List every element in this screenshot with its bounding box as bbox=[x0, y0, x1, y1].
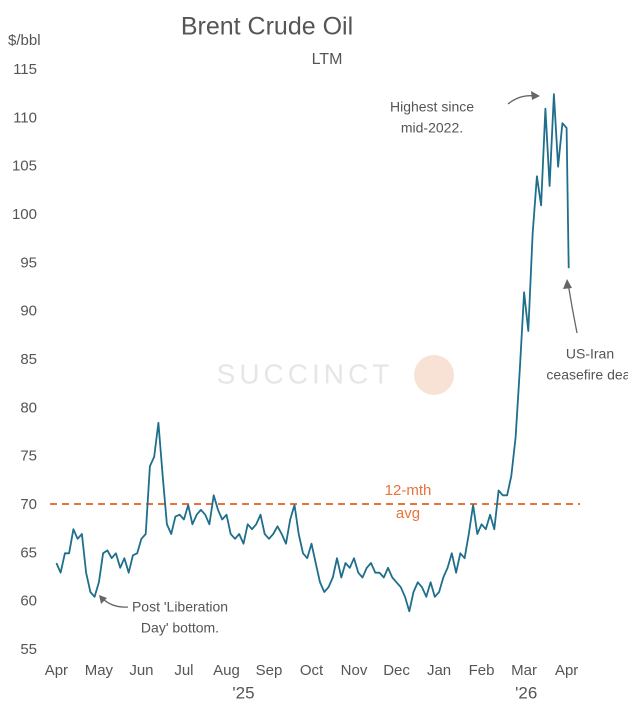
average-label: avg bbox=[396, 505, 420, 522]
y-tick-label: 65 bbox=[20, 544, 37, 561]
y-tick-label: 60 bbox=[20, 593, 37, 610]
annotation: Highest since bbox=[390, 99, 474, 115]
chart-title: Brent Crude Oil bbox=[181, 13, 353, 41]
x-tick-label: May bbox=[85, 662, 114, 679]
average-label: 12-mth bbox=[385, 482, 432, 499]
x-tick-label: Sep bbox=[256, 662, 283, 679]
annotation: ceasefire deal bbox=[546, 367, 628, 383]
x-tick-label: Nov bbox=[341, 662, 368, 679]
y-tick-label: 115 bbox=[13, 61, 37, 78]
x-tick-label: Oct bbox=[300, 662, 324, 679]
arrow bbox=[567, 282, 578, 334]
y-tick-label: 100 bbox=[12, 206, 37, 223]
annotation: US-Iran bbox=[566, 346, 614, 362]
x-tick-label: Jul bbox=[174, 662, 193, 679]
y-tick-label: 75 bbox=[20, 448, 37, 465]
y-tick-label: 80 bbox=[20, 399, 37, 416]
y-tick-label: 95 bbox=[20, 254, 37, 271]
annotation-arrows bbox=[101, 95, 578, 608]
y-tick-label: 110 bbox=[13, 109, 37, 126]
x-tick-label: Jun bbox=[129, 662, 153, 679]
y-tick-label: 90 bbox=[20, 303, 37, 320]
year-label: '25 bbox=[232, 683, 254, 702]
x-tick-label: Dec bbox=[383, 662, 410, 679]
y-axis-label: $/bbl bbox=[8, 32, 41, 49]
y-tick-label: 55 bbox=[20, 641, 37, 658]
arrow bbox=[101, 597, 129, 608]
arrow-head bbox=[563, 279, 572, 289]
x-tick-label: Apr bbox=[555, 662, 578, 679]
year-label: '26 bbox=[515, 683, 537, 702]
price-line bbox=[55, 93, 570, 613]
y-tick-label: 105 bbox=[12, 158, 37, 175]
x-tick-label: Aug bbox=[213, 662, 240, 679]
x-tick-label: Mar bbox=[511, 662, 537, 679]
arrow-head bbox=[531, 91, 540, 100]
x-tick-label: Feb bbox=[469, 662, 495, 679]
chart-subtitle: LTM bbox=[312, 51, 343, 68]
x-tick-label: Jan bbox=[427, 662, 451, 679]
watermark-logo bbox=[414, 355, 454, 395]
annotation: Post 'Liberation bbox=[132, 599, 228, 615]
annotation: Day' bottom. bbox=[141, 620, 219, 636]
y-tick-label: 70 bbox=[20, 496, 37, 513]
y-tick-label: 85 bbox=[20, 351, 37, 368]
x-tick-label: Apr bbox=[45, 662, 68, 679]
arrow-heads bbox=[99, 91, 572, 604]
watermark: SUCCINCT bbox=[217, 358, 394, 389]
arrow-head bbox=[99, 595, 107, 604]
annotation: mid-2022. bbox=[401, 120, 463, 136]
